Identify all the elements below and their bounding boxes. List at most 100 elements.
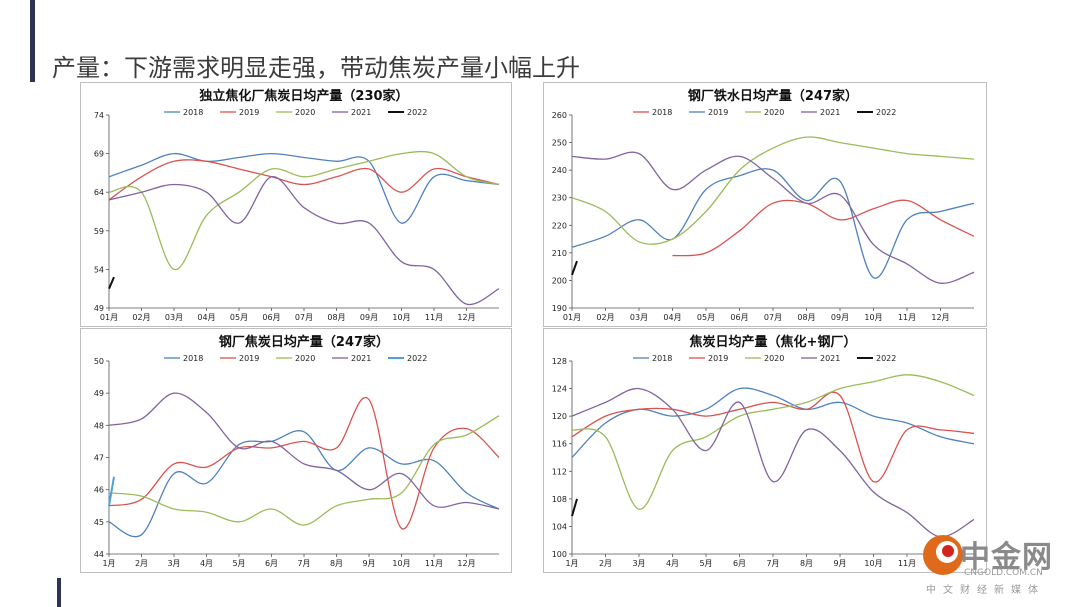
footer-accent-bar — [57, 578, 61, 607]
x-tick-label: 06月 — [730, 313, 748, 322]
x-tick-label: 02月 — [132, 313, 150, 322]
x-tick-label: 09月 — [360, 313, 378, 322]
series-line-2019 — [108, 396, 500, 530]
y-tick-label: 47 — [94, 454, 104, 463]
x-tick-label: 07月 — [295, 313, 313, 322]
series-line-2018 — [672, 199, 975, 257]
legend-label-2018: 2018 — [183, 108, 203, 117]
y-tick-label: 100 — [552, 550, 567, 559]
logo-name: 中金网 — [960, 540, 1053, 575]
x-tick-label: 08月 — [797, 313, 815, 322]
series-line-2022 — [571, 260, 578, 276]
y-tick-label: 74 — [94, 111, 104, 120]
y-tick-label: 120 — [552, 412, 567, 421]
x-tick-label: 8月 — [800, 559, 813, 568]
chart-title: 钢厂焦炭日均产量（247家） — [219, 334, 389, 350]
x-tick-label: 1月 — [565, 559, 578, 568]
chart-panel-steel-hot-metal: 钢厂铁水日均产量（247家） 2018 2019 2020 2021 2022 190 200… — [543, 82, 987, 327]
series-line-2022 — [108, 276, 115, 290]
x-tick-label: 10月 — [392, 313, 410, 322]
legend-label-2020: 2020 — [764, 108, 784, 117]
x-tick-label: 10月 — [392, 559, 410, 568]
y-tick-label: 104 — [552, 522, 567, 531]
legend-label-2021: 2021 — [820, 108, 840, 117]
y-tick-label: 44 — [94, 550, 104, 559]
y-tick-label: 108 — [552, 495, 567, 504]
legend-label-2018: 2018 — [652, 354, 672, 363]
y-tick-label: 230 — [552, 194, 567, 203]
y-tick-label: 200 — [552, 276, 567, 285]
y-tick-label: 220 — [552, 221, 567, 230]
legend-label-2019: 2019 — [708, 108, 728, 117]
x-tick-label: 4月 — [200, 559, 213, 568]
legend-label-2018: 2018 — [183, 354, 203, 363]
x-tick-label: 3月 — [167, 559, 180, 568]
x-tick-label: 12月 — [457, 313, 475, 322]
y-tick-label: 69 — [94, 150, 104, 159]
x-tick-label: 3月 — [632, 559, 645, 568]
legend-label-2022: 2022 — [407, 108, 427, 117]
y-tick-label: 48 — [94, 421, 104, 430]
chart-svg-steel-hot-metal: 钢厂铁水日均产量（247家） 2018 2019 2020 2021 2022 190 200… — [552, 88, 975, 322]
x-tick-label: 01月 — [563, 313, 581, 322]
series-line-2021 — [571, 387, 975, 538]
x-tick-label: 11月 — [425, 559, 443, 568]
legend-label-2020: 2020 — [295, 108, 315, 117]
legend-label-2019: 2019 — [239, 108, 259, 117]
x-tick-label: 8月 — [330, 559, 343, 568]
x-tick-label: 6月 — [265, 559, 278, 568]
x-tick-label: 9月 — [833, 559, 846, 568]
x-tick-label: 4月 — [666, 559, 679, 568]
title-accent-bar — [30, 0, 35, 82]
y-tick-label: 46 — [94, 486, 104, 495]
x-tick-label: 2月 — [599, 559, 612, 568]
y-tick-label: 49 — [94, 304, 104, 313]
y-tick-label: 240 — [552, 166, 567, 175]
x-tick-label: 02月 — [596, 313, 614, 322]
series-line-2020 — [108, 150, 500, 271]
x-tick-label: 5月 — [699, 559, 712, 568]
chart-panel-steel-coke: 钢厂焦炭日均产量（247家） 2018 2019 2020 2021 2022 44 45 46… — [80, 328, 512, 573]
chart-title: 钢厂铁水日均产量（247家） — [688, 88, 858, 104]
series-line-2020 — [571, 136, 975, 245]
series-line-2020 — [108, 415, 500, 526]
y-tick-label: 64 — [94, 188, 104, 197]
logo-domain: CNGOLD.COM.CN — [964, 568, 1043, 578]
legend-label-2019: 2019 — [708, 354, 728, 363]
y-tick-label: 124 — [552, 385, 567, 394]
y-tick-label: 49 — [94, 389, 104, 398]
series-line-2018 — [571, 387, 975, 458]
series-line-2022 — [571, 498, 578, 517]
x-tick-label: 7月 — [766, 559, 779, 568]
x-tick-label: 10月 — [864, 559, 882, 568]
legend-label-2021: 2021 — [820, 354, 840, 363]
chart-title: 焦炭日均产量（焦化+钢厂） — [689, 334, 857, 350]
x-tick-label: 05月 — [697, 313, 715, 322]
y-tick-label: 116 — [552, 440, 567, 449]
x-tick-label: 5月 — [232, 559, 245, 568]
series-line-2021 — [108, 176, 500, 306]
series-line-2019 — [571, 391, 975, 483]
x-tick-label: 11月 — [425, 313, 443, 322]
x-tick-label: 6月 — [733, 559, 746, 568]
chart-title: 独立焦化厂焦炭日均产量（230家） — [199, 88, 408, 104]
x-tick-label: 04月 — [197, 313, 215, 322]
y-tick-label: 112 — [552, 467, 567, 476]
y-tick-label: 250 — [552, 139, 567, 148]
series-line-2019 — [571, 168, 975, 279]
series-line-2018 — [108, 430, 500, 538]
x-tick-label: 09月 — [831, 313, 849, 322]
y-tick-label: 210 — [552, 249, 567, 258]
x-tick-label: 03月 — [630, 313, 648, 322]
chart-svg-steel-coke: 钢厂焦炭日均产量（247家） 2018 2019 2020 2021 2022 44 45 46… — [94, 334, 500, 568]
x-tick-label: 9月 — [362, 559, 375, 568]
series-line-2019 — [108, 159, 500, 201]
watermark-logo: 中金网 CNGOLD.COM.CN 中文财经新媒体 — [920, 528, 1070, 598]
x-tick-label: 04月 — [663, 313, 681, 322]
y-tick-label: 59 — [94, 227, 104, 236]
legend-label-2022: 2022 — [876, 354, 896, 363]
y-tick-label: 54 — [94, 265, 104, 274]
x-tick-label: 12月 — [457, 559, 475, 568]
chart-panel-independent-coking: 独立焦化厂焦炭日均产量（230家） 2018 2019 2020 2021 2022 49 5… — [80, 82, 512, 327]
series-line-2021 — [571, 151, 975, 284]
